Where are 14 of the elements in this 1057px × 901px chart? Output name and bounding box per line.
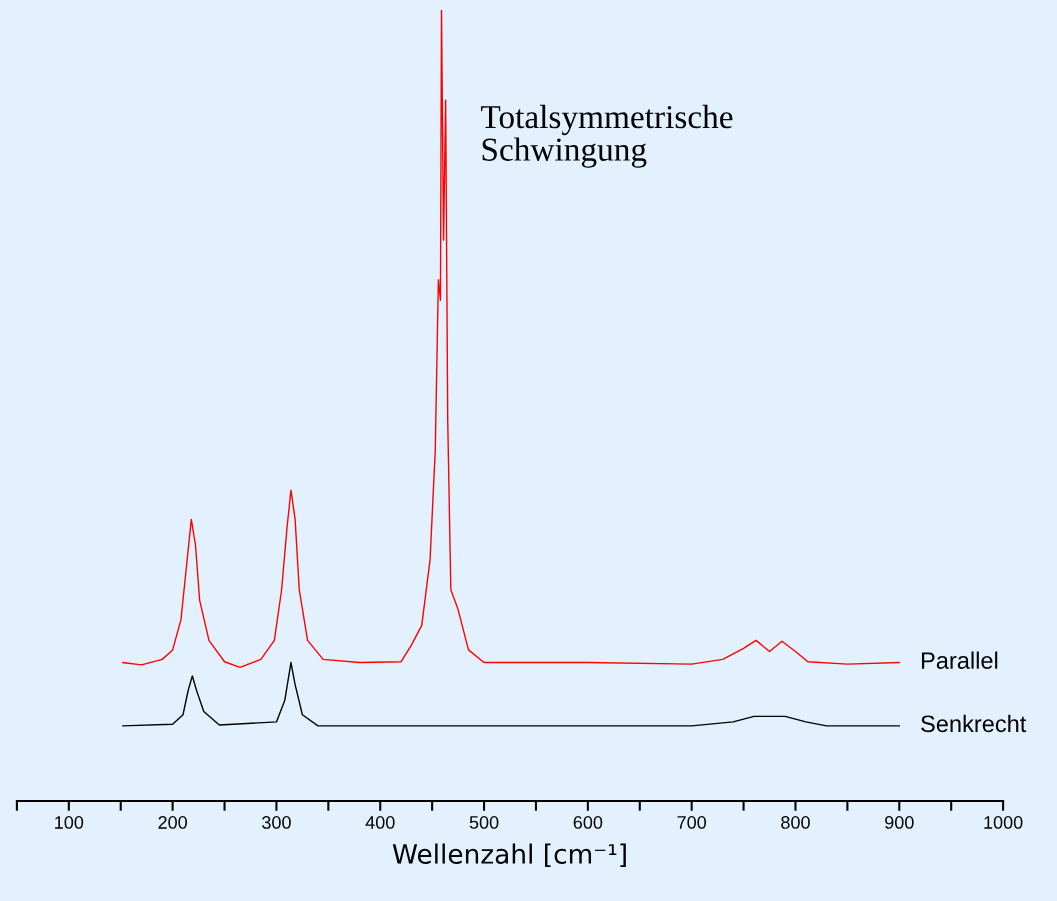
x-tick-label: 800 bbox=[781, 816, 810, 829]
x-axis-title: Wellenzahl [cm⁻¹] bbox=[392, 843, 626, 868]
x-tick-label: 300 bbox=[262, 816, 291, 829]
x-tick-label: 400 bbox=[365, 816, 395, 829]
x-tick-label: 100 bbox=[55, 816, 84, 829]
x-tick-label: 500 bbox=[469, 816, 499, 829]
x-tick-label: 200 bbox=[158, 816, 187, 829]
annotation: Totalsymmetrische Schwingung bbox=[481, 104, 733, 168]
series-label: Parallel bbox=[921, 651, 998, 669]
x-tick-label: 600 bbox=[573, 816, 603, 829]
x-tick-label: 1000 bbox=[984, 816, 1023, 829]
x-tick-label: 900 bbox=[885, 816, 914, 829]
series-label: Senkrecht bbox=[921, 714, 1027, 733]
x-tick-label: 700 bbox=[677, 816, 707, 829]
